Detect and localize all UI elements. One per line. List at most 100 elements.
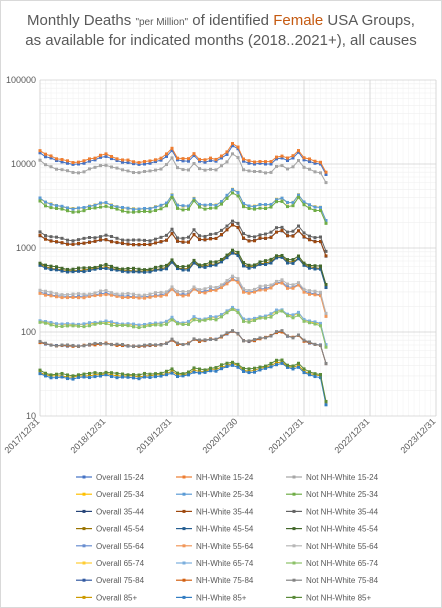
data-point-not-nh-white-55-64 <box>165 263 168 267</box>
data-point-nh-white-65-74 <box>203 238 207 242</box>
data-point-nh-white-55-64 <box>44 266 47 270</box>
data-point-nh-white-15-24 <box>286 365 289 369</box>
data-point-not-nh-white-55-64 <box>170 258 174 262</box>
y-tick-label: 10000 <box>11 159 36 169</box>
data-point-not-nh-white-85+ <box>115 166 119 170</box>
data-point-nh-white-85+ <box>308 157 311 161</box>
data-point-not-nh-white-35-44 <box>198 319 201 323</box>
data-point-nh-white-15-24 <box>198 371 201 375</box>
data-point-not-nh-white-65-74 <box>214 232 218 236</box>
legend: Overall 15-24 NH-White 15-24 Not NH-White … <box>76 473 379 602</box>
data-point-not-nh-white-85+ <box>143 169 146 173</box>
data-point-overall-85+ <box>313 161 317 165</box>
data-point-overall-85+ <box>126 161 130 165</box>
data-point-not-nh-white-75-84 <box>60 207 64 211</box>
data-point-not-nh-white-65-74 <box>88 236 91 240</box>
data-point-not-nh-white-75-84 <box>49 206 53 210</box>
data-point-not-nh-white-55-64 <box>253 263 256 267</box>
data-point-nh-white-15-24 <box>165 373 168 377</box>
data-point-nh-white-75-84 <box>308 203 311 207</box>
data-point-not-nh-white-35-44 <box>192 318 196 322</box>
data-point-not-nh-white-65-74 <box>60 236 64 240</box>
data-point-not-nh-white-45-54 <box>291 283 295 287</box>
data-point-not-nh-white-75-84 <box>308 206 311 210</box>
data-point-nh-white-85+ <box>132 160 135 164</box>
data-point-not-nh-white-35-44 <box>88 324 91 328</box>
data-point-overall-85+ <box>66 161 69 165</box>
data-point-nh-white-35-44 <box>187 319 190 323</box>
data-point-not-nh-white-85+ <box>82 170 86 174</box>
data-point-not-nh-white-75-84 <box>176 206 179 210</box>
y-tick-label: 1000 <box>16 243 36 253</box>
data-point-not-nh-white-45-54 <box>220 283 223 287</box>
data-point-not-nh-white-65-74 <box>104 233 108 237</box>
legend-label: Overall 45-54 <box>96 525 145 534</box>
data-point-overall-15-24 <box>110 373 113 377</box>
data-point-nh-white-35-44 <box>93 321 97 325</box>
data-point-nh-white-65-74 <box>77 241 80 245</box>
data-point-not-nh-white-35-44 <box>121 323 124 327</box>
data-point-not-nh-white-55-64 <box>209 260 212 264</box>
data-point-not-nh-white-25-34 <box>253 338 256 342</box>
data-point-nh-white-45-54 <box>126 296 130 300</box>
data-point-not-nh-white-25-34 <box>297 333 300 337</box>
data-point-nh-white-85+ <box>115 157 119 161</box>
data-point-not-nh-white-35-44 <box>319 324 322 328</box>
data-point-nh-white-55-64 <box>187 268 190 272</box>
data-point-not-nh-white-25-34 <box>170 337 174 341</box>
data-point-not-nh-white-25-34 <box>110 343 113 347</box>
y-tick-label: 10 <box>26 411 36 421</box>
data-point-not-nh-white-25-34 <box>220 334 223 338</box>
data-point-not-nh-white-75-84 <box>104 204 108 208</box>
legend-swatch-marker <box>182 527 186 531</box>
data-point-not-nh-white-85+ <box>93 165 97 169</box>
data-point-nh-white-45-54 <box>198 290 201 294</box>
data-point-nh-white-65-74 <box>121 241 124 245</box>
data-point-nh-white-75-84 <box>49 202 53 206</box>
data-point-nh-white-35-44 <box>236 308 240 312</box>
data-point-nh-white-85+ <box>126 158 130 162</box>
data-point-nh-white-85+ <box>60 158 64 162</box>
data-point-overall-85+ <box>187 159 190 163</box>
data-point-not-nh-white-25-34 <box>126 344 130 348</box>
data-point-not-nh-white-55-64 <box>38 261 42 265</box>
data-point-nh-white-75-84 <box>99 201 102 205</box>
data-point-not-nh-white-75-84 <box>324 221 328 225</box>
data-point-not-nh-white-65-74 <box>132 238 135 242</box>
data-point-not-nh-white-35-44 <box>159 323 163 327</box>
data-point-not-nh-white-65-74 <box>181 236 185 240</box>
data-point-not-nh-white-75-84 <box>165 204 168 208</box>
data-point-nh-white-75-84 <box>319 205 322 209</box>
data-point-nh-white-75-84 <box>55 204 58 208</box>
data-point-not-nh-white-55-64 <box>143 268 146 272</box>
data-point-not-nh-white-65-74 <box>93 236 97 240</box>
data-point-not-nh-white-65-74 <box>82 236 86 240</box>
data-point-overall-15-24 <box>176 373 179 377</box>
data-point-nh-white-35-44 <box>154 321 157 325</box>
legend-swatch-marker <box>82 595 86 599</box>
data-point-not-nh-white-65-74 <box>110 234 113 238</box>
data-point-overall-45-54 <box>82 294 86 298</box>
data-point-nh-white-55-64 <box>264 262 267 266</box>
data-point-overall-85+ <box>132 162 135 166</box>
data-point-overall-85+ <box>110 157 113 161</box>
data-point-nh-white-85+ <box>187 157 190 161</box>
data-point-not-nh-white-35-44 <box>170 318 174 322</box>
data-point-overall-15-24 <box>198 369 201 373</box>
data-point-nh-white-75-84 <box>214 203 218 207</box>
data-point-not-nh-white-25-34 <box>137 344 141 348</box>
data-point-not-nh-white-45-54 <box>302 287 306 291</box>
data-point-nh-white-45-54 <box>115 294 119 298</box>
data-point-not-nh-white-75-84 <box>302 203 306 207</box>
data-point-not-nh-white-85+ <box>220 164 223 168</box>
data-point-overall-85+ <box>82 161 86 165</box>
data-point-nh-white-75-84 <box>132 207 135 211</box>
data-point-not-nh-white-45-54 <box>159 290 163 294</box>
data-point-not-nh-white-35-44 <box>60 324 64 328</box>
data-point-nh-white-15-24 <box>302 371 306 375</box>
data-point-not-nh-white-65-74 <box>253 235 256 239</box>
data-point-nh-white-35-44 <box>49 320 53 324</box>
data-point-nh-white-75-84 <box>187 204 190 208</box>
data-point-overall-15-24 <box>93 373 97 377</box>
